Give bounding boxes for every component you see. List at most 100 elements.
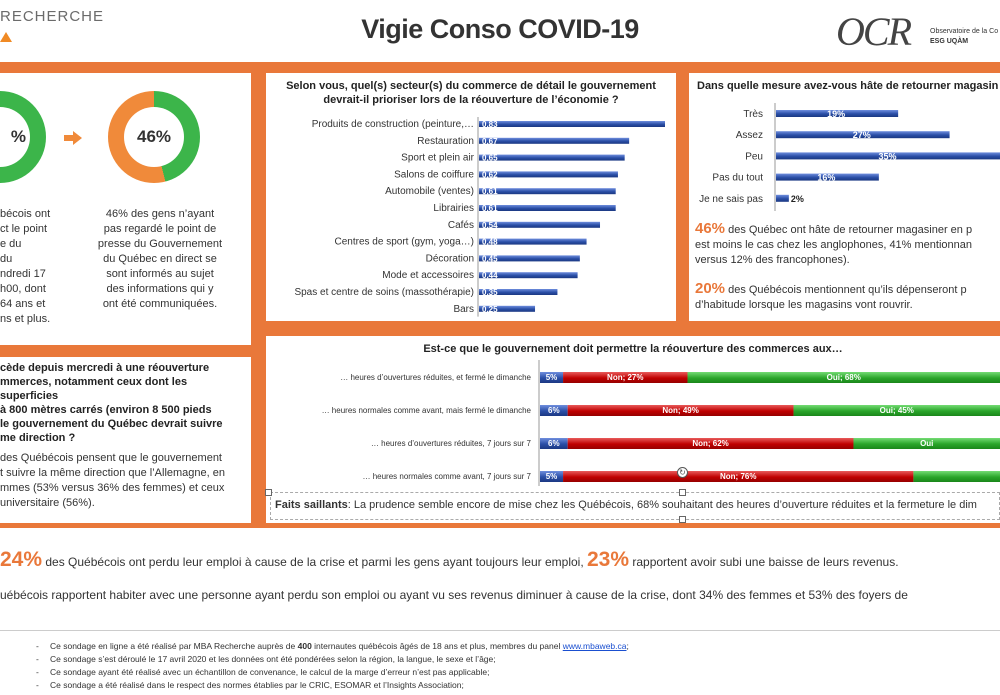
sector-value-label: 0,67 bbox=[482, 137, 498, 146]
eagerness-bar bbox=[776, 152, 1000, 160]
eagerness-value-label: 16% bbox=[817, 173, 835, 183]
ocr-logo: OCR bbox=[836, 9, 912, 54]
sector-value-label: 0,48 bbox=[482, 238, 498, 247]
reopening-label: … heures d’ouvertures réduites, et fermé… bbox=[340, 373, 531, 382]
sector-bar bbox=[479, 205, 616, 211]
rotate-handle-icon[interactable]: ↻ bbox=[677, 467, 688, 478]
employment-panel: 24% des Québécois ont perdu leur emploi … bbox=[0, 528, 1000, 626]
germany-question-panel: cède depuis mercredi à une réouverture m… bbox=[0, 357, 251, 523]
reopening-value-label: Non; 27% bbox=[607, 373, 643, 382]
sector-value-label: 0,54 bbox=[482, 221, 498, 230]
sector-label: Produits de construction (peinture,… bbox=[312, 119, 474, 130]
sector-label: Spas et centre de soins (massothérapie) bbox=[294, 287, 474, 298]
reopening-value-label: Non; 62% bbox=[692, 439, 728, 448]
eagerness-value-label: 19% bbox=[827, 109, 845, 119]
resize-handle-icon[interactable] bbox=[679, 489, 686, 496]
shopping-eagerness-panel: Dans quelle mesure avez-vous hâte de ret… bbox=[689, 73, 1000, 321]
donut-left-text: bécois ont ct le point e du du ndredi 17… bbox=[0, 208, 51, 325]
sector-bar bbox=[479, 238, 587, 245]
sector-label: Automobile (ventes) bbox=[385, 186, 474, 197]
sector-value-label: 0,25 bbox=[482, 305, 498, 314]
eagerness-label: Très bbox=[743, 109, 763, 120]
eagerness-value-label: 27% bbox=[853, 130, 871, 140]
page-title: Vigie Conso COVID-19 bbox=[361, 14, 639, 44]
reopening-label: … heures normales comme avant, 7 jours s… bbox=[362, 472, 531, 481]
reopening-chart-title: Est-ce que le gouvernement doit permettr… bbox=[423, 343, 843, 355]
sector-label: Décoration bbox=[426, 253, 474, 264]
reopening-segment-non bbox=[563, 471, 914, 482]
reopening-value-label: 6% bbox=[548, 439, 560, 448]
reopening-segment-oui bbox=[687, 372, 1000, 383]
sector-value-label: 0,44 bbox=[482, 271, 498, 280]
sector-bar bbox=[479, 255, 580, 262]
sector-label: Mode et accessoires bbox=[382, 270, 474, 281]
employment-stat-line-2: uébécois rapportent habiter avec une per… bbox=[0, 588, 908, 602]
sector-value-label: 0,35 bbox=[482, 288, 498, 297]
sector-value-label: 0,62 bbox=[482, 170, 498, 179]
header: RECHERCHE Vigie Conso COVID-19 OCR Obser… bbox=[0, 0, 1000, 62]
reopening-segment-nsp bbox=[540, 438, 568, 449]
donut-right: 46% bbox=[108, 91, 200, 183]
donut-panel: % 46% bécois ont ct le point e du du ndr… bbox=[0, 73, 251, 345]
sector-bar bbox=[479, 221, 601, 228]
ocr-subtitle-esg: ESG UQÀM bbox=[930, 38, 969, 45]
donut-left-value: % bbox=[0, 107, 30, 167]
eagerness-stat-1-number: 46% bbox=[695, 220, 726, 237]
sector-label: Centres de sport (gym, yoga…) bbox=[335, 237, 475, 248]
reopening-segment-non bbox=[563, 372, 688, 383]
reopening-segment-non bbox=[567, 405, 794, 416]
eagerness-bar bbox=[776, 173, 879, 181]
sectors-chart: Produits de construction (peinture,… 0,83… bbox=[294, 117, 665, 317]
sector-label: Bars bbox=[453, 304, 474, 315]
methodology-list: - Ce sondage en ligne a été réalisé par M… bbox=[36, 640, 996, 692]
brand-name: RECHERCHE bbox=[0, 8, 105, 25]
sector-value-label: 0,45 bbox=[482, 254, 498, 263]
reopening-value-label: Oui bbox=[920, 439, 933, 448]
reopening-value-label: Oui; 68% bbox=[827, 373, 861, 382]
reopening-value-label: Oui; 45% bbox=[880, 406, 914, 415]
reopening-segment-oui bbox=[853, 438, 1000, 449]
panel-link[interactable]: www.mbaweb.ca bbox=[562, 641, 627, 651]
sector-bar bbox=[479, 289, 558, 295]
donut-left: % bbox=[0, 91, 46, 183]
employment-stat-24: 24% bbox=[0, 548, 43, 571]
reopening-segment-nsp bbox=[540, 471, 564, 482]
brand-logo-icon bbox=[0, 32, 12, 42]
reopening-value-label: Non; 76% bbox=[720, 472, 756, 481]
sector-label: Salons de coiffure bbox=[394, 169, 474, 180]
bullet-dash-icon: - bbox=[36, 641, 39, 651]
eagerness-label: Je ne sais pas bbox=[699, 194, 763, 205]
eagerness-bar bbox=[776, 194, 789, 202]
sector-label: Sport et plein air bbox=[401, 153, 474, 164]
sector-bar bbox=[479, 188, 616, 195]
bullet-dash-icon: - bbox=[36, 680, 39, 690]
sectors-chart-title: Selon vous, quel(s) secteur(s) du commer… bbox=[286, 80, 656, 106]
eagerness-label: Pas du tout bbox=[712, 173, 763, 184]
sector-bar bbox=[479, 137, 630, 144]
reopening-chart-panel: Est-ce que le gouvernement doit permettr… bbox=[265, 336, 1000, 523]
resize-handle-icon[interactable] bbox=[679, 516, 686, 523]
resize-handle-icon[interactable] bbox=[265, 489, 272, 496]
germany-answer: des Québécois pensent que le gouvernemen… bbox=[0, 452, 226, 509]
reopening-label: … heures normales comme avant, mais ferm… bbox=[322, 406, 532, 415]
sector-bar bbox=[479, 305, 536, 312]
sector-value-label: 0,61 bbox=[482, 187, 498, 196]
ocr-subtitle: Observatoire de la Co bbox=[930, 28, 999, 35]
bullet-dash-icon: - bbox=[36, 667, 39, 677]
sector-value-label: 0,65 bbox=[482, 154, 498, 163]
reopening-segment-oui bbox=[793, 405, 1000, 416]
reopening-value-label: 5% bbox=[546, 472, 558, 481]
sector-label: Restauration bbox=[417, 136, 474, 147]
sector-bar bbox=[479, 272, 578, 279]
methodology-item: - Ce sondage s’est déroulé le 17 avril 20… bbox=[36, 654, 496, 664]
eagerness-stat-2-number: 20% bbox=[695, 280, 726, 297]
eagerness-stat-1: 46% des Québec ont hâte de retourner mag… bbox=[695, 220, 973, 266]
reopening-label: … heures d’ouvertures réduites, 7 jours … bbox=[371, 439, 532, 448]
sector-value-label: 0,61 bbox=[482, 204, 498, 213]
sector-bar bbox=[479, 121, 665, 127]
highlights-textbox[interactable]: ↻ Faits saillants: La prudence semble en… bbox=[265, 467, 1000, 523]
footer-notes: - Ce sondage en ligne a été réalisé par M… bbox=[0, 626, 1000, 695]
eagerness-bar bbox=[776, 131, 950, 139]
reopening-segment-nsp bbox=[540, 372, 564, 383]
bullet-dash-icon: - bbox=[36, 654, 39, 664]
